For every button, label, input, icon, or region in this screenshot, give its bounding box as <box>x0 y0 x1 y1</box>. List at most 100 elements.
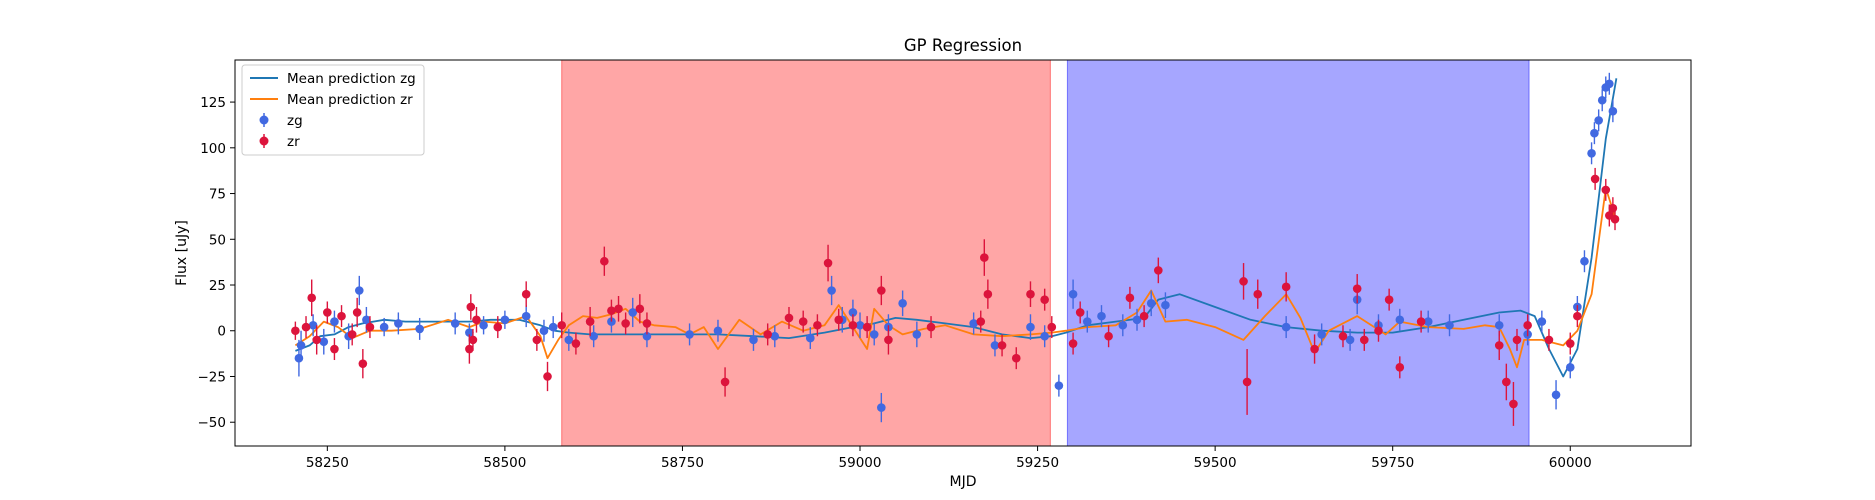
data-point-zg <box>1161 300 1170 310</box>
data-point-zg <box>869 330 879 339</box>
data-point-zr <box>543 372 552 381</box>
data-point-zg <box>607 317 616 326</box>
data-point-zr <box>468 335 478 345</box>
data-point-zg <box>1082 317 1092 326</box>
data-point-zg <box>1317 330 1326 339</box>
chart-title: GP Regression <box>904 36 1022 55</box>
data-point-zr <box>465 344 474 354</box>
data-point-zg <box>1594 116 1603 125</box>
point-group-zr <box>291 167 1620 426</box>
data-point-zr <box>720 377 730 387</box>
data-point-zr <box>1509 399 1518 409</box>
data-point-zg <box>1580 256 1589 266</box>
data-point-zr <box>1608 203 1618 213</box>
data-point-zr <box>337 311 346 321</box>
data-point-zr <box>1590 174 1600 184</box>
data-point-zr <box>1253 289 1263 299</box>
data-point-zr <box>926 322 936 332</box>
y-tick-label: −25 <box>198 369 227 385</box>
data-point-zr <box>352 308 362 317</box>
data-point-zr <box>1011 353 1021 363</box>
data-point-zg <box>713 326 723 336</box>
data-point-zr <box>1047 322 1057 332</box>
x-tick-label: 58500 <box>483 455 526 471</box>
data-point-zg <box>1118 320 1128 330</box>
data-point-zr <box>347 330 357 339</box>
data-point-zr <box>1359 335 1369 345</box>
data-point-zg <box>1345 335 1355 345</box>
data-point-zr <box>1310 344 1319 354</box>
data-point-zr <box>466 302 476 312</box>
legend-label-zr: zr <box>287 134 300 150</box>
data-point-zr <box>1352 284 1362 293</box>
data-point-zg <box>1040 331 1049 341</box>
x-tick-label: 60000 <box>1549 455 1592 471</box>
shaded-span-1 <box>1066 59 1530 447</box>
data-point-zg <box>1590 128 1599 138</box>
data-point-zr <box>330 344 339 354</box>
data-point-zr <box>307 293 317 303</box>
data-point-zg <box>1132 315 1142 325</box>
y-tick-label: 75 <box>209 187 226 203</box>
data-point-zg <box>770 331 780 341</box>
data-point-zg <box>827 286 836 295</box>
legend-label-zg-line: Mean prediction zg <box>287 71 416 87</box>
data-point-zg <box>500 315 510 325</box>
data-point-zr <box>997 341 1007 350</box>
data-point-zr <box>521 289 531 299</box>
data-point-zg <box>465 328 474 337</box>
data-point-zg <box>379 322 389 332</box>
data-point-zg <box>1445 320 1454 330</box>
y-tick-label: 100 <box>200 141 226 157</box>
data-point-zr <box>1075 308 1085 317</box>
data-point-zr <box>621 319 630 328</box>
prediction-line-zg <box>295 78 1618 378</box>
data-point-zg <box>990 341 1000 350</box>
data-point-zr <box>1573 311 1582 321</box>
data-point-zr <box>1512 335 1522 345</box>
data-point-zg <box>1494 320 1504 330</box>
x-tick-label: 59750 <box>1371 455 1414 471</box>
data-point-zr <box>1040 295 1049 304</box>
x-axis-label: MJD <box>950 474 977 490</box>
data-point-zg <box>642 331 652 341</box>
data-point-zr <box>642 319 652 328</box>
data-point-zg <box>898 299 907 308</box>
data-point-zr <box>1139 311 1149 321</box>
data-point-zr <box>980 253 989 262</box>
data-point-zr <box>1544 335 1554 345</box>
data-point-zr <box>1502 377 1511 387</box>
data-point-zg <box>877 403 886 412</box>
data-point-zg <box>1146 299 1156 308</box>
data-point-zr <box>1068 339 1078 348</box>
data-point-zr <box>823 258 833 268</box>
data-point-zg <box>1054 381 1064 390</box>
data-points <box>291 72 1620 426</box>
data-point-zr <box>312 335 321 345</box>
data-point-zr <box>1242 377 1252 387</box>
data-point-zg <box>749 335 758 345</box>
data-point-zg <box>1597 95 1607 105</box>
data-point-zr <box>1125 293 1135 303</box>
data-point-zr <box>1154 266 1163 275</box>
legend-label-zg: zg <box>287 113 303 129</box>
data-point-zg <box>1026 322 1035 332</box>
y-tick-label: 0 <box>217 324 226 340</box>
plot-frame <box>234 59 1692 447</box>
x-tick-label: 58250 <box>306 455 349 471</box>
data-point-zg <box>521 311 531 321</box>
y-tick-label: 125 <box>200 95 226 111</box>
data-point-zr <box>493 322 503 332</box>
data-point-zg <box>362 315 371 325</box>
y-tick-label: 25 <box>209 278 226 294</box>
data-point-zr <box>635 304 645 314</box>
data-point-zr <box>1610 214 1620 224</box>
x-tick-label: 59500 <box>1194 455 1237 471</box>
data-point-zg <box>294 353 304 363</box>
data-point-zg <box>539 326 549 336</box>
data-point-zr <box>862 322 872 332</box>
data-point-zg <box>589 331 598 341</box>
y-axis-label: Flux [uJy] <box>174 220 190 286</box>
data-point-zg <box>969 319 978 328</box>
